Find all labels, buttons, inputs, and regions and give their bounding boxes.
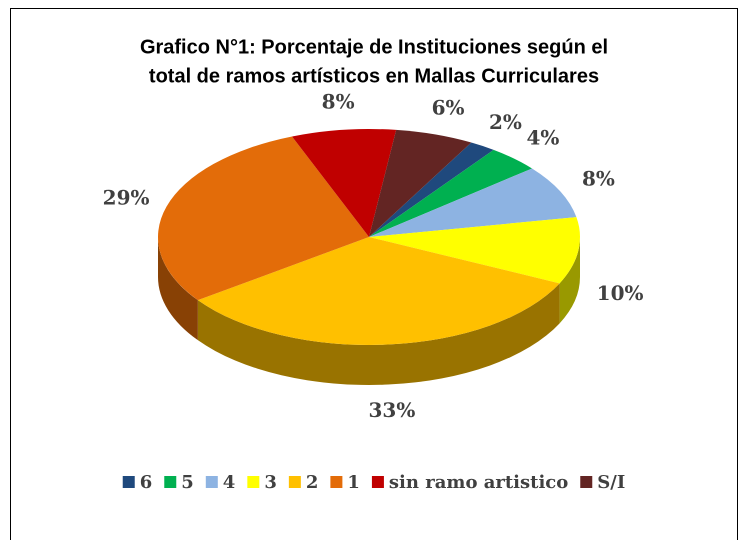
legend-swatch [247, 476, 260, 488]
legend-swatch [288, 476, 301, 488]
data-label: 6% [432, 95, 465, 119]
legend-swatch [205, 476, 218, 488]
legend-label: 1 [347, 472, 360, 493]
legend-swatch [330, 476, 343, 488]
chart-title: total de ramos artísticos en Mallas Curr… [149, 65, 599, 87]
legend-swatch [580, 476, 593, 488]
slice [292, 129, 397, 237]
slice [369, 168, 577, 237]
data-label: 4% [527, 125, 560, 149]
slice [369, 149, 533, 237]
legend-label: 2 [306, 472, 319, 493]
slice-side [158, 237, 198, 341]
slice-side [559, 237, 580, 324]
data-label: 33% [369, 398, 416, 422]
legend-swatch [122, 476, 135, 488]
chart-title: Grafico N°1: Porcentaje de Instituciones… [140, 36, 608, 58]
slice [369, 129, 472, 237]
legend-label: 6 [140, 472, 153, 493]
chart-frame [10, 8, 738, 540]
slice [369, 217, 580, 284]
data-label: 29% [103, 185, 150, 209]
data-label: 8% [582, 166, 615, 190]
data-label: 8% [322, 90, 355, 114]
legend-label: 3 [264, 472, 277, 493]
data-label: 10% [597, 281, 644, 305]
legend-label: sin ramo artistico [389, 472, 568, 493]
legend-swatch [164, 476, 177, 488]
slice [158, 136, 369, 301]
legend-swatch [371, 476, 384, 488]
legend-label: 4 [223, 472, 236, 493]
slice [197, 237, 560, 346]
slice [369, 142, 494, 237]
legend-label: 5 [181, 472, 194, 493]
slice-side [197, 283, 560, 386]
legend-label: S/I [597, 472, 625, 493]
data-label: 2% [489, 110, 522, 134]
